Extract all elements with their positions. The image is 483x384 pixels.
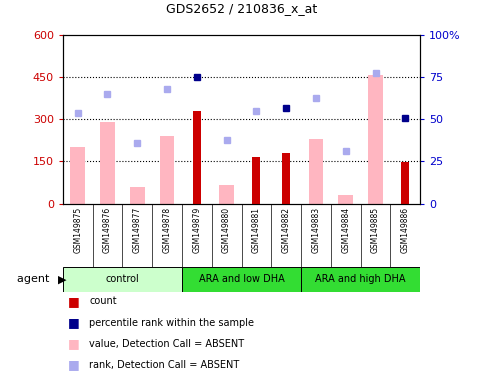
Bar xyxy=(159,136,174,204)
Text: ARA and low DHA: ARA and low DHA xyxy=(199,274,284,285)
Text: ■: ■ xyxy=(68,295,79,308)
Text: GSM149879: GSM149879 xyxy=(192,207,201,253)
Text: GSM149876: GSM149876 xyxy=(103,207,112,253)
Text: GSM149881: GSM149881 xyxy=(252,207,261,253)
Text: ■: ■ xyxy=(68,337,79,350)
Text: GSM149886: GSM149886 xyxy=(401,207,410,253)
Bar xyxy=(70,147,85,204)
Bar xyxy=(193,111,201,204)
Bar xyxy=(219,185,234,204)
Bar xyxy=(401,162,410,204)
Text: agent: agent xyxy=(17,274,53,285)
Text: GSM149880: GSM149880 xyxy=(222,207,231,253)
Bar xyxy=(368,75,383,204)
Text: ■: ■ xyxy=(68,358,79,371)
Text: ARA and high DHA: ARA and high DHA xyxy=(315,274,406,285)
Text: GSM149885: GSM149885 xyxy=(371,207,380,253)
Text: ▶: ▶ xyxy=(58,274,67,285)
Text: GSM149882: GSM149882 xyxy=(282,207,291,253)
Bar xyxy=(63,267,182,292)
Bar xyxy=(130,187,145,204)
Text: ■: ■ xyxy=(68,316,79,329)
Text: GSM149884: GSM149884 xyxy=(341,207,350,253)
Text: GSM149878: GSM149878 xyxy=(163,207,171,253)
Bar xyxy=(182,267,301,292)
Bar xyxy=(282,153,290,204)
Text: control: control xyxy=(105,274,139,285)
Bar xyxy=(309,139,324,204)
Text: GDS2652 / 210836_x_at: GDS2652 / 210836_x_at xyxy=(166,2,317,15)
Bar xyxy=(100,122,115,204)
Text: count: count xyxy=(89,296,117,306)
Text: percentile rank within the sample: percentile rank within the sample xyxy=(89,318,255,328)
Text: GSM149877: GSM149877 xyxy=(133,207,142,253)
Text: GSM149875: GSM149875 xyxy=(73,207,82,253)
Text: rank, Detection Call = ABSENT: rank, Detection Call = ABSENT xyxy=(89,360,240,370)
Bar xyxy=(301,267,420,292)
Bar xyxy=(252,157,260,204)
Bar xyxy=(338,195,353,204)
Text: GSM149883: GSM149883 xyxy=(312,207,320,253)
Text: value, Detection Call = ABSENT: value, Detection Call = ABSENT xyxy=(89,339,244,349)
